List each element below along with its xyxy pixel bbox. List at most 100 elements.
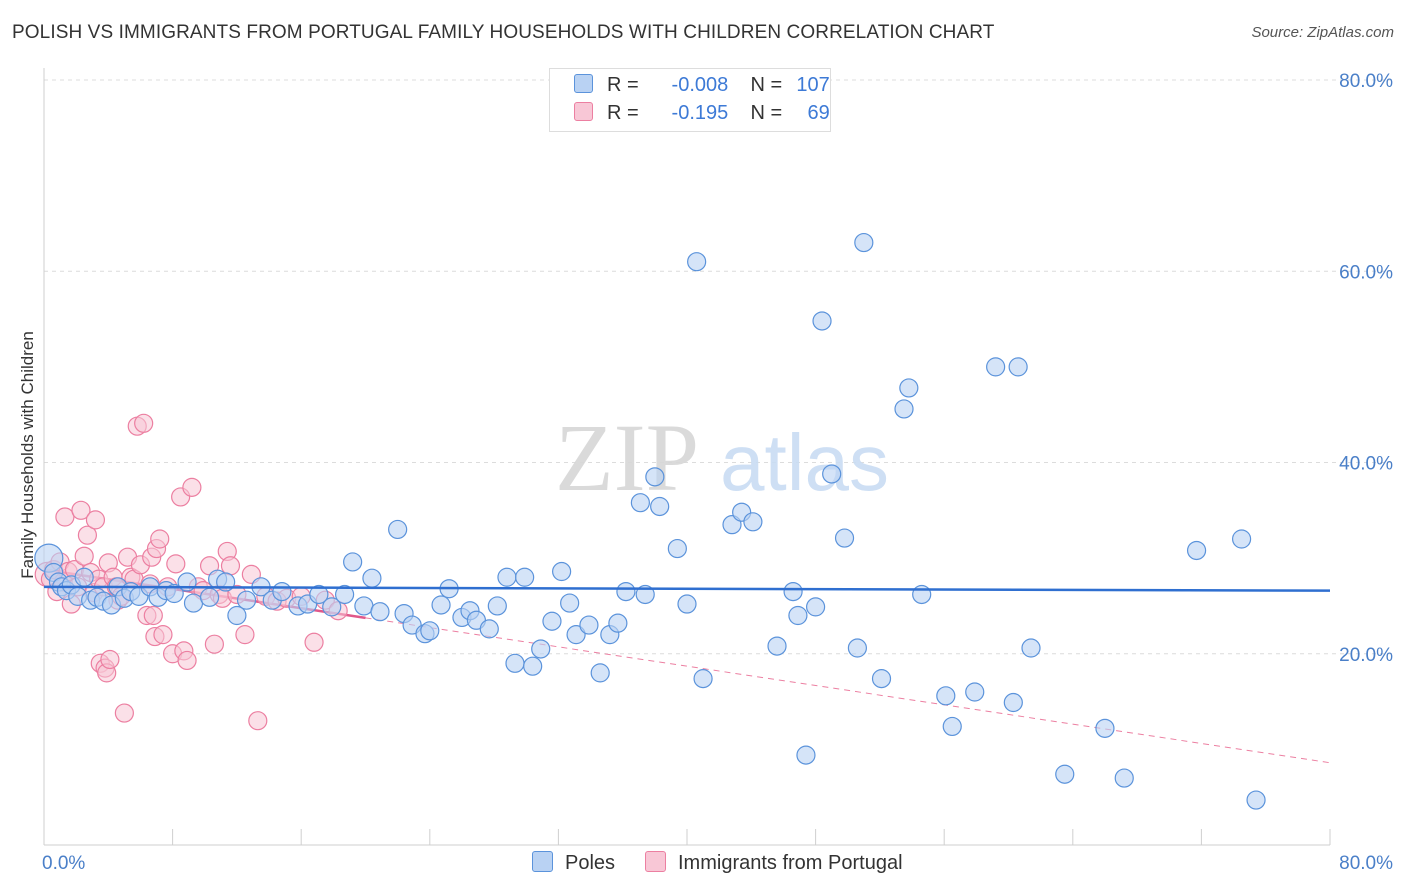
- legend-n-value-poles: 107: [796, 74, 830, 96]
- data-point-poles: [743, 512, 763, 532]
- data-point-poles: [322, 597, 342, 617]
- data-point-poles: [1114, 768, 1134, 788]
- trend-line-portugal-dashed: [365, 617, 1331, 764]
- bottom-legend-swatch-portugal: [645, 851, 666, 872]
- data-point-poles: [354, 596, 374, 616]
- watermark: ZIP atlas: [555, 404, 889, 511]
- chart-title: POLISH VS IMMIGRANTS FROM PORTUGAL FAMIL…: [12, 22, 995, 43]
- bottom-legend-swatch-poles: [532, 851, 553, 872]
- data-point-poles: [942, 716, 962, 737]
- legend: R = -0.008 N = 107 R = -0.195 N = 69: [549, 68, 831, 132]
- data-point-portugal: [55, 507, 75, 527]
- data-point-poles: [335, 584, 355, 605]
- data-point-poles: [531, 639, 551, 659]
- data-point-portugal: [166, 554, 186, 574]
- data-point-poles: [1003, 692, 1023, 713]
- data-point-poles: [645, 467, 665, 487]
- data-point-portugal: [220, 556, 241, 576]
- data-point-poles: [542, 611, 562, 631]
- data-point-portugal: [100, 649, 120, 670]
- bottom-legend-poles: Poles: [532, 851, 615, 875]
- data-point-poles: [1231, 529, 1252, 549]
- data-point-poles: [579, 615, 599, 635]
- data-point-poles: [677, 594, 697, 614]
- data-point-poles: [635, 584, 655, 605]
- data-point-poles: [812, 311, 832, 331]
- data-point-poles: [552, 561, 572, 582]
- data-point-portugal: [85, 510, 106, 530]
- data-point-poles: [687, 252, 707, 272]
- data-point-poles: [796, 745, 816, 765]
- source-label: Source: ZipAtlas.com: [1251, 24, 1394, 41]
- trend-line-poles: [43, 585, 1331, 592]
- data-point-poles: [616, 581, 636, 602]
- data-point-poles: [783, 581, 803, 602]
- data-point-poles: [1008, 357, 1028, 377]
- data-point-poles: [1021, 638, 1041, 658]
- data-point-poles: [199, 587, 220, 607]
- bottom-legend-label-poles: Poles: [565, 852, 616, 874]
- data-point-portugal: [304, 632, 324, 652]
- bottom-legend-portugal: Immigrants from Portugal: [645, 851, 903, 875]
- y-tick-label: 20.0%: [1339, 645, 1393, 666]
- legend-r-value-portugal: -0.195: [671, 102, 729, 124]
- data-point-portugal: [177, 650, 197, 671]
- legend-n-value-portugal: 69: [807, 102, 830, 124]
- legend-swatch-poles: [574, 74, 593, 93]
- data-point-poles: [630, 493, 650, 513]
- data-point-portugal: [114, 703, 134, 723]
- data-point-poles: [788, 605, 808, 626]
- data-point-poles: [272, 581, 292, 602]
- bottom-legend-label-portugal: Immigrants from Portugal: [678, 852, 903, 874]
- data-point-poles: [164, 583, 184, 604]
- data-point-poles: [227, 605, 247, 626]
- data-point-poles: [362, 568, 382, 588]
- data-point-poles: [566, 625, 586, 645]
- data-point-portugal: [204, 634, 224, 654]
- data-point-poles: [936, 686, 956, 706]
- legend-row-portugal: R = -0.195 N = 69: [574, 102, 830, 128]
- data-point-poles: [805, 597, 826, 617]
- data-point-poles: [370, 602, 390, 622]
- data-point-portugal: [77, 525, 98, 545]
- data-point-poles: [1055, 764, 1075, 784]
- data-point-poles: [1186, 540, 1207, 561]
- data-point-portugal: [153, 625, 173, 645]
- data-point-poles: [899, 378, 919, 398]
- data-point-poles: [505, 653, 525, 673]
- data-point-poles: [431, 595, 451, 615]
- x-tick-label: 0.0%: [42, 853, 85, 874]
- watermark-atlas: atlas: [720, 418, 889, 507]
- x-tick-label: 80.0%: [1339, 853, 1393, 874]
- data-point-poles: [894, 399, 914, 419]
- data-point-poles: [236, 590, 257, 610]
- data-point-poles: [834, 528, 855, 548]
- data-point-poles: [309, 584, 329, 605]
- watermark-zip: ZIP: [555, 404, 699, 511]
- data-point-portugal: [143, 605, 163, 626]
- data-point-poles: [590, 663, 610, 683]
- data-point-poles: [650, 496, 670, 517]
- legend-n-label: N =: [750, 102, 783, 124]
- trend-poles: [43, 585, 1331, 592]
- data-point-portugal: [71, 500, 91, 520]
- data-point-poles: [560, 593, 580, 613]
- legend-row-poles: R = -0.008 N = 107: [574, 74, 830, 100]
- legend-swatch-portugal: [574, 102, 593, 121]
- data-point-poles: [1095, 718, 1115, 738]
- data-point-poles: [497, 567, 517, 587]
- data-point-poles: [965, 682, 985, 702]
- data-point-poles: [986, 357, 1006, 377]
- legend-r-value-poles: -0.008: [671, 74, 729, 96]
- data-point-poles: [693, 669, 713, 689]
- legend-n-label: N =: [750, 74, 783, 96]
- data-point-poles: [343, 552, 363, 572]
- tick-labels: 20.0% 40.0% 60.0% 80.0% 0.0% 80.0%: [42, 71, 1393, 874]
- data-point-portugal: [235, 625, 255, 645]
- data-point-poles: [822, 464, 842, 484]
- legend-r-label: R =: [607, 74, 639, 96]
- data-point-poles: [608, 613, 628, 633]
- data-point-poles: [667, 538, 687, 559]
- data-point-poles: [871, 669, 892, 689]
- data-point-poles: [1246, 790, 1266, 810]
